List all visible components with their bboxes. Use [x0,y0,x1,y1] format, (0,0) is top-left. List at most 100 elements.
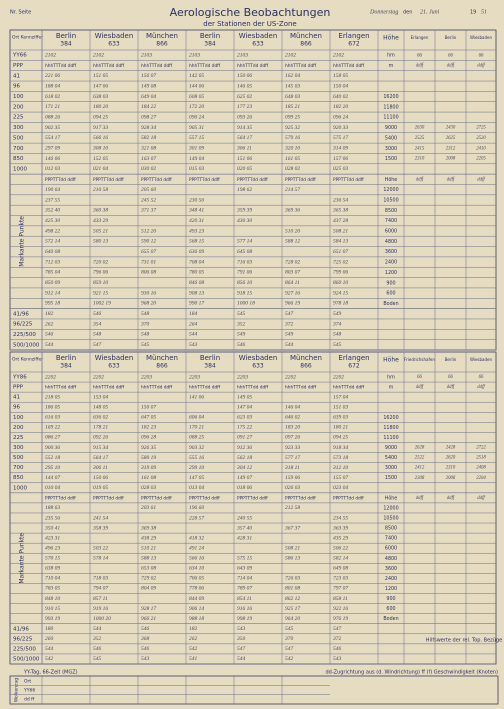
handwritten-entry: 144 07 [45,474,60,481]
handwritten-entry: 1000 18 [237,301,255,307]
station-name: Berlin [56,32,76,40]
handwritten-entry: 586 13 [285,556,300,562]
handwritten-entry: 098 27 [141,115,156,121]
column-subheader: hhhTTTdd ddff [45,385,77,391]
handwritten-entry: 900 36 [45,445,60,451]
handwritten-entry: 157 06 [333,156,348,162]
column-subheader: PPPTTTdd ddff [93,495,125,501]
handwritten-entry: 964 20 [285,615,300,622]
height-entry: 10500 [383,198,398,204]
column-subheader: PPPTTTdd ddff [141,177,173,183]
handwritten-entry: 916 16 [237,606,252,612]
row-label: 225 [13,115,24,121]
handwritten-entry: 920 33 [333,125,348,131]
handwritten-entry: 858 11 [333,596,348,602]
handwritten-entry: 2103 [189,52,200,58]
handwritten-entry: 564 17 [93,454,108,461]
handwritten-entry: 299 10 [189,465,204,471]
station-code: 384 [204,363,216,370]
handwritten-entry: 548 [141,331,150,338]
handwritten-entry: 1002 19 [93,301,111,307]
handwritten-entry: 188 63 [45,505,60,511]
handwritten-entry: 927 16 [285,290,300,296]
handwritten-entry: 148 05 [93,404,108,411]
station-code: 633 [252,363,264,370]
handwritten-entry: 155 07 [333,475,348,481]
handwritten-entry: 180 20 [93,104,108,110]
height-entry: 1200 [385,586,397,592]
handwritten-entry: 990 17 [189,301,204,307]
handwritten-entry: 579 16 [285,135,300,141]
station-code: 672 [348,41,360,48]
handwritten-entry: 030 02 [141,166,156,172]
handwritten-entry: 570 15 [45,556,60,562]
handwritten-entry: 575 15 [237,556,252,562]
handwritten-entry: 178 21 [93,425,108,431]
row-label: 41/96 [13,311,29,317]
handwritten-entry: 908 13 [189,290,204,296]
handwritten-entry: 804 09 [141,585,156,592]
handwritten-entry: 260 [45,636,54,642]
handwritten-entry: 319 09 [140,465,156,471]
handwritten-entry: 651 07 [333,249,348,255]
handwritten-entry: 096 24 [333,114,348,121]
handwritten-entry: 182 [189,626,198,632]
column-subheader: hhhTTTdd ddff [93,385,125,391]
handwritten-entry: 180 21 [333,425,348,431]
handwritten-entry: 365 38 [332,208,348,214]
station-code: 384 [60,41,72,48]
height-entry: 10500 [383,516,398,522]
handwritten-entry: 543 [237,625,246,632]
handwritten-entry: 2203 [189,374,200,380]
handwritten-entry: 214 57 [285,186,300,193]
handwritten-entry: 616 03 [45,415,60,421]
height-entry: ddff [447,64,455,69]
handwritten-entry: 919 16 [93,606,108,612]
row-label: 300 [13,445,24,451]
handwritten-entry: 012 03 [45,166,60,172]
height-entry: 2006 [446,476,456,481]
handwritten-entry: 186 05 [45,405,60,411]
height-entry: Boden [383,301,398,307]
handwritten-entry: 147 04 [237,404,252,411]
handwritten-entry: 1000 20 [93,616,111,622]
handwritten-entry: 321 08 [140,146,156,152]
handwritten-entry: 780 05 [189,270,204,276]
height-entry: ddff [416,64,424,69]
station-name: Erlangen [338,32,369,40]
row-label: YY86 [12,375,27,381]
row-label: PPP [13,385,24,391]
height-entry: 6000 [385,546,397,552]
handwritten-entry: 158 05 [333,73,348,79]
column-subheader: hhhTTTdd ddff [141,63,173,69]
height-entry: 2522 [415,456,425,461]
handwritten-entry: 433 29 [93,217,108,224]
handwritten-entry: 306 11 [92,465,108,471]
height-entry: ddff [416,385,424,390]
handwritten-entry: 185 21 [285,104,300,110]
station-code: 633 [108,363,120,370]
column-subheader: PPPTTTdd ddff [237,495,269,501]
handwritten-entry: 152 05 [93,156,108,162]
handwritten-entry: 184 22 [141,103,156,110]
row-label: 700 [13,146,24,152]
handwritten-entry: 088 26 [45,115,60,121]
handwritten-entry: 547 [237,645,246,652]
handwritten-entry: 988 18 [189,616,204,622]
handwritten-entry: 785 04 [45,269,60,276]
column-subheader: PPPTTTdd ddff [93,177,125,183]
height-entry: 2430 [446,126,456,131]
height-entry: 900 [386,280,395,286]
handwritten-entry: 545 [141,341,150,348]
handwritten-entry: 241 54 [93,514,108,521]
handwritten-entry: 623 03 [237,415,252,421]
handwritten-entry: 2202 [45,374,56,380]
handwritten-entry: 2203 [141,374,152,380]
height-entry: 8500 [385,208,397,214]
handwritten-entry: 025 03 [333,166,348,172]
handwritten-entry: 910 15 [45,606,60,612]
handwritten-entry: 149 05 [237,393,252,400]
height-entry: hm [387,53,395,59]
handwritten-entry: 428 31 [237,534,252,541]
height-entry: ddff [416,496,424,501]
